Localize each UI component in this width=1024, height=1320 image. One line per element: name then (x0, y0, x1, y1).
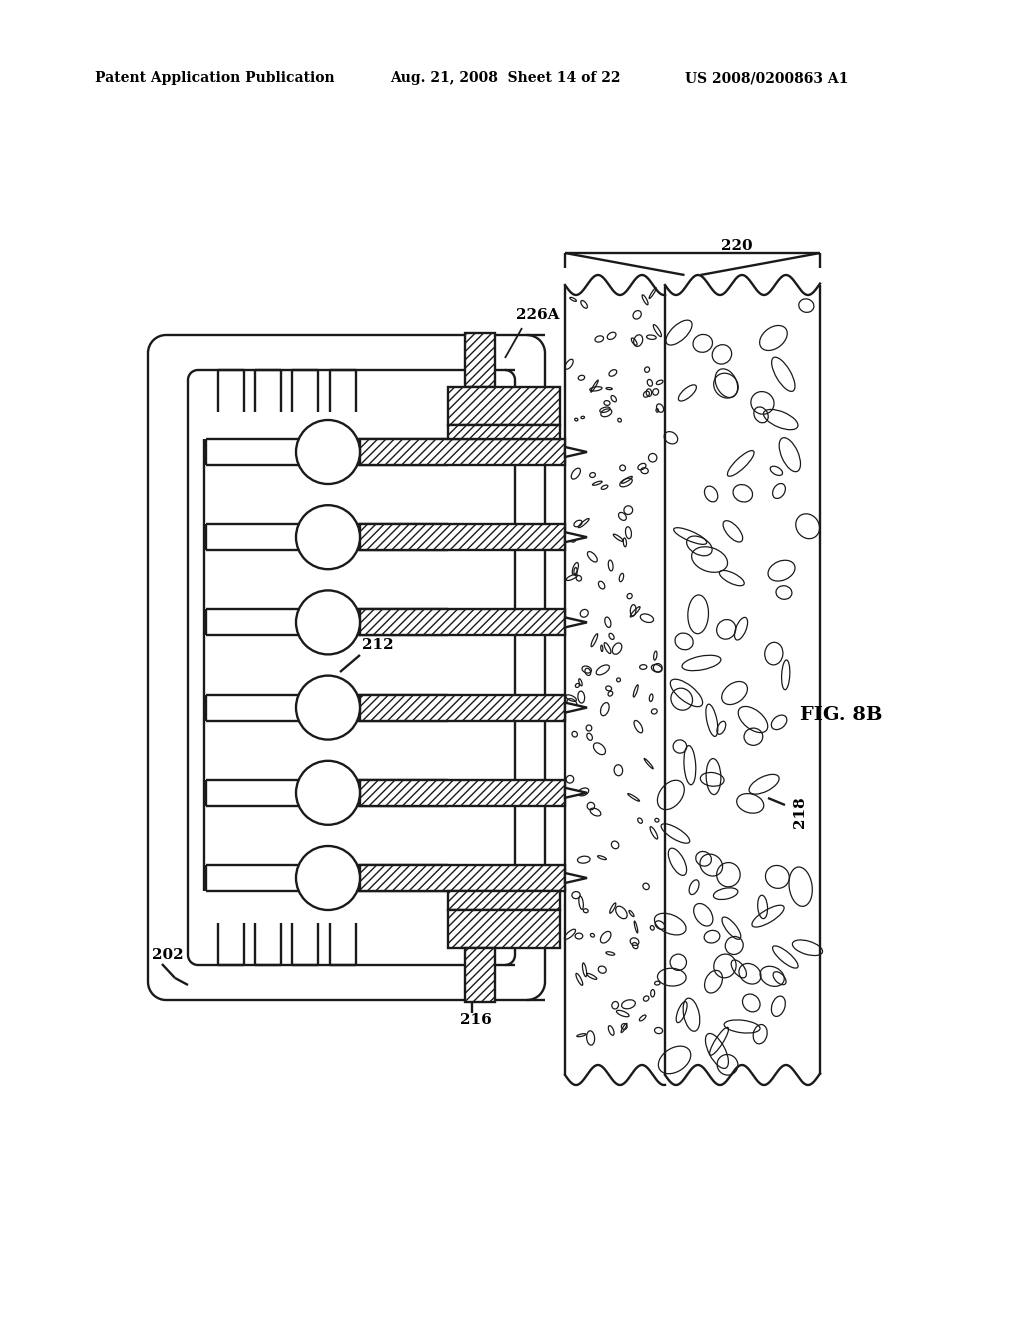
Text: Aug. 21, 2008  Sheet 14 of 22: Aug. 21, 2008 Sheet 14 of 22 (390, 71, 621, 84)
Text: FIG. 8B: FIG. 8B (800, 706, 883, 723)
Polygon shape (565, 532, 587, 543)
Bar (360, 780, 565, 805)
Polygon shape (565, 702, 587, 713)
Bar (360, 865, 565, 891)
Text: 226A: 226A (516, 308, 559, 322)
Circle shape (296, 506, 360, 569)
Text: 212: 212 (362, 638, 393, 652)
Polygon shape (565, 618, 587, 627)
Bar (360, 440, 565, 465)
Text: 220: 220 (721, 239, 752, 253)
Bar (449, 387, 560, 425)
Text: 218: 218 (793, 796, 807, 828)
Circle shape (296, 420, 360, 484)
Text: 202: 202 (152, 948, 183, 962)
Circle shape (296, 760, 360, 825)
Bar (360, 694, 565, 721)
Polygon shape (565, 873, 587, 883)
Text: 216: 216 (460, 1012, 492, 1027)
Circle shape (296, 590, 360, 655)
Polygon shape (565, 447, 587, 457)
Bar (449, 909, 560, 948)
Bar (665, 285, 820, 1074)
Bar (449, 891, 560, 909)
Text: Patent Application Publication: Patent Application Publication (95, 71, 335, 84)
Circle shape (296, 846, 360, 909)
Bar (449, 425, 560, 440)
Bar (360, 610, 565, 635)
Bar (465, 333, 495, 387)
Circle shape (296, 676, 360, 739)
Bar (465, 948, 495, 1002)
Bar (360, 524, 565, 550)
Text: US 2008/0200863 A1: US 2008/0200863 A1 (685, 71, 848, 84)
Bar (565, 285, 665, 1074)
Polygon shape (565, 788, 587, 797)
